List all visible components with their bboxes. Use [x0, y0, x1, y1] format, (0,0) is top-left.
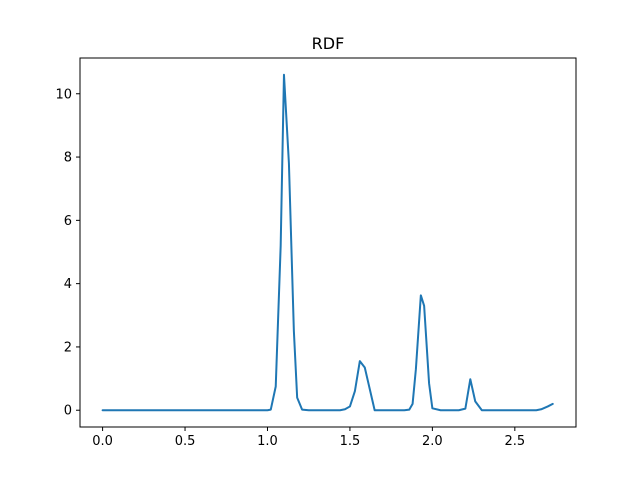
y-tick-label: 8	[64, 151, 72, 166]
x-tick-label: 2.5	[504, 434, 525, 449]
y-tick-label: 0	[64, 404, 72, 419]
axes-frame	[79, 57, 577, 428]
y-tick-label: 6	[64, 214, 72, 229]
y-tick-label: 4	[64, 277, 72, 292]
x-tick-label: 1.0	[257, 434, 278, 449]
x-tick-label: 1.5	[340, 434, 361, 449]
x-tick-label: 2.0	[422, 434, 443, 449]
x-axis: 0.0 0.5 1.0 1.5 2.0 2.5	[92, 427, 525, 449]
plot-area	[101, 73, 554, 412]
x-tick-label: 0.0	[92, 434, 113, 449]
rdf-series-line	[101, 73, 554, 412]
y-tick-label: 2	[64, 340, 72, 355]
y-tick-label: 10	[55, 87, 72, 102]
x-tick-label: 0.5	[175, 434, 196, 449]
y-axis: 0 2 4 6 8 10	[55, 87, 80, 419]
chart-title: RDF	[312, 34, 345, 53]
